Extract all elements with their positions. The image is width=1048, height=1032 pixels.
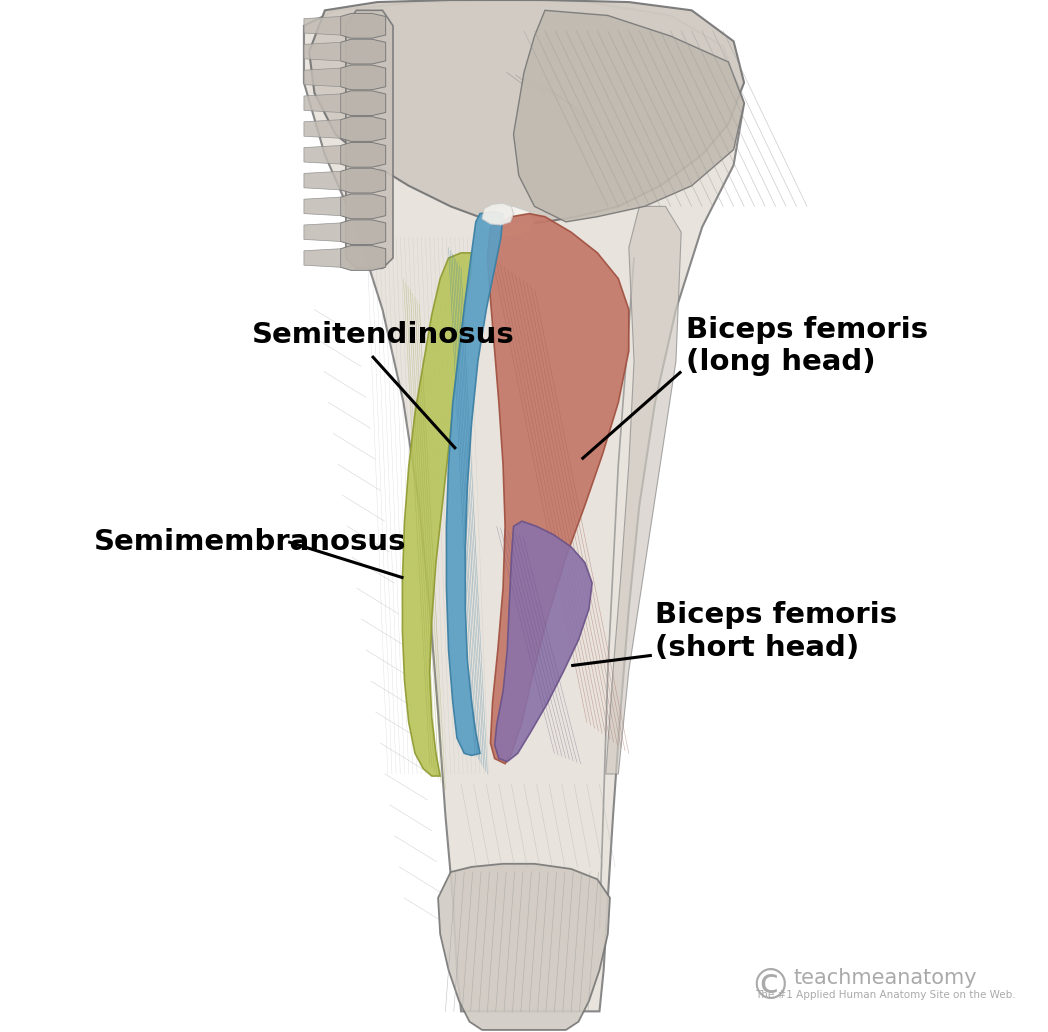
- Polygon shape: [309, 0, 744, 224]
- Polygon shape: [341, 13, 386, 38]
- Polygon shape: [341, 39, 386, 64]
- Polygon shape: [514, 10, 744, 222]
- Polygon shape: [487, 214, 629, 764]
- Polygon shape: [341, 168, 386, 193]
- Polygon shape: [480, 206, 534, 237]
- Polygon shape: [495, 521, 592, 762]
- Text: ©: ©: [749, 966, 791, 1007]
- Polygon shape: [304, 120, 341, 138]
- Polygon shape: [438, 864, 610, 1030]
- Polygon shape: [304, 146, 341, 164]
- Text: The #1 Applied Human Anatomy Site on the Web.: The #1 Applied Human Anatomy Site on the…: [756, 990, 1016, 1000]
- Polygon shape: [304, 68, 341, 87]
- Polygon shape: [304, 223, 341, 241]
- Polygon shape: [446, 212, 503, 755]
- Text: Biceps femoris
(short head): Biceps femoris (short head): [655, 602, 897, 662]
- Polygon shape: [606, 206, 681, 774]
- Polygon shape: [341, 220, 386, 245]
- Polygon shape: [341, 91, 386, 116]
- Polygon shape: [341, 142, 386, 167]
- Polygon shape: [482, 203, 514, 225]
- Polygon shape: [346, 10, 393, 268]
- Polygon shape: [341, 117, 386, 141]
- Polygon shape: [304, 94, 341, 112]
- Polygon shape: [304, 197, 341, 216]
- Text: teachmeanatomy: teachmeanatomy: [793, 968, 978, 989]
- Text: Semimembranosus: Semimembranosus: [94, 527, 407, 556]
- Polygon shape: [402, 253, 472, 776]
- Polygon shape: [304, 42, 341, 61]
- Text: Semitendinosus: Semitendinosus: [252, 321, 515, 350]
- Polygon shape: [341, 246, 386, 270]
- Polygon shape: [304, 17, 341, 35]
- Polygon shape: [341, 194, 386, 219]
- Polygon shape: [304, 0, 744, 1011]
- Polygon shape: [341, 65, 386, 90]
- Polygon shape: [304, 171, 341, 190]
- Polygon shape: [304, 249, 341, 267]
- Text: Biceps femoris
(long head): Biceps femoris (long head): [686, 316, 929, 376]
